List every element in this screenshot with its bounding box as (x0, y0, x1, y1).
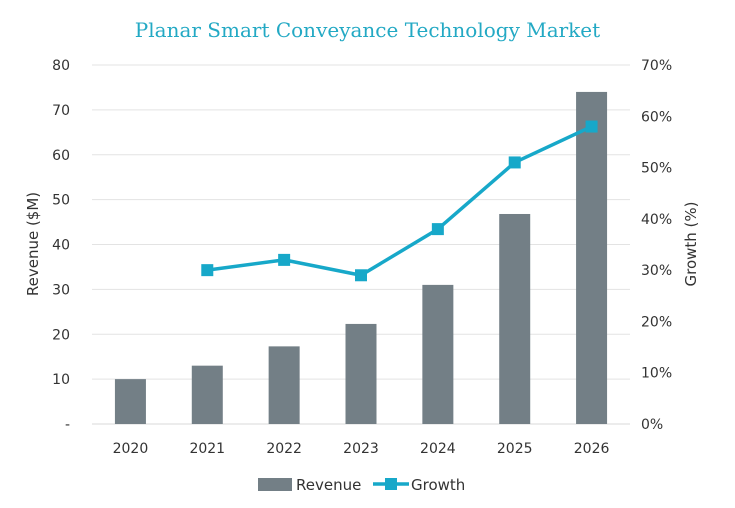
x-tick-label: 2020 (113, 441, 149, 457)
y-tick-label: 10 (52, 372, 70, 388)
legend-marker-growth (385, 478, 397, 490)
x-tick-label: 2023 (343, 441, 379, 457)
growth-marker (508, 156, 521, 169)
legend: Revenue Growth (258, 476, 465, 494)
growth-marker (585, 120, 598, 133)
y-tick-label: 50 (52, 193, 70, 209)
y-tick-label: 80 (52, 58, 70, 74)
revenue-bars (114, 91, 608, 425)
y-tick-label: - (65, 417, 70, 433)
growth-line-path (207, 124, 593, 278)
growth-marker (355, 269, 367, 282)
revenue-bar (114, 379, 146, 424)
revenue-bar (422, 284, 454, 424)
y-tick-label: 70 (52, 103, 70, 119)
left-y-axis-ticks: - 10 20 30 40 50 60 70 80 (52, 58, 70, 433)
y2-tick-label: 10% (641, 366, 672, 382)
revenue-bar (576, 91, 608, 425)
x-tick-label: 2021 (189, 441, 225, 457)
y-tick-label: 40 (52, 238, 70, 254)
legend-label-revenue: Revenue (296, 476, 361, 494)
y-tick-label: 60 (52, 148, 70, 164)
y2-tick-label: 0% (641, 417, 663, 433)
revenue-bar (268, 346, 300, 424)
x-tick-label: 2026 (574, 441, 610, 457)
growth-marker (278, 253, 291, 266)
y2-tick-label: 60% (641, 109, 672, 125)
legend-swatch-revenue (258, 478, 292, 491)
growth-line (201, 120, 598, 282)
chart-title: Planar Smart Conveyance Technology Marke… (134, 18, 601, 42)
x-axis-ticks: 2020 2021 2022 2023 2024 2025 2026 (113, 441, 610, 457)
y-tick-label: 20 (52, 327, 70, 343)
y2-tick-label: 70% (641, 58, 672, 74)
right-axis-title: Growth (%) (682, 201, 700, 286)
revenue-bar (499, 213, 531, 424)
left-axis-title: Revenue ($M) (24, 192, 42, 296)
right-y-axis-ticks: 0% 10% 20% 30% 40% 50% 60% 70% (641, 58, 672, 433)
legend-label-growth: Growth (411, 476, 465, 494)
y-tick-label: 30 (52, 282, 70, 298)
x-tick-label: 2024 (420, 441, 456, 457)
growth-marker (201, 264, 214, 277)
x-tick-label: 2022 (266, 441, 302, 457)
y2-tick-label: 20% (641, 314, 672, 330)
revenue-bar (345, 323, 377, 424)
growth-marker (431, 223, 444, 236)
revenue-bar (191, 365, 223, 424)
y2-tick-label: 30% (641, 263, 672, 279)
y2-tick-label: 50% (641, 161, 672, 177)
x-tick-label: 2025 (497, 441, 533, 457)
y2-tick-label: 40% (641, 212, 672, 228)
